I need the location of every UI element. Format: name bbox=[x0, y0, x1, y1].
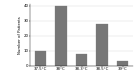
Bar bbox=[96, 24, 108, 66]
Y-axis label: Number of Patients: Number of Patients bbox=[18, 16, 22, 54]
Bar bbox=[76, 54, 87, 66]
Bar bbox=[55, 6, 67, 66]
Bar bbox=[117, 61, 128, 66]
Bar bbox=[35, 51, 46, 66]
